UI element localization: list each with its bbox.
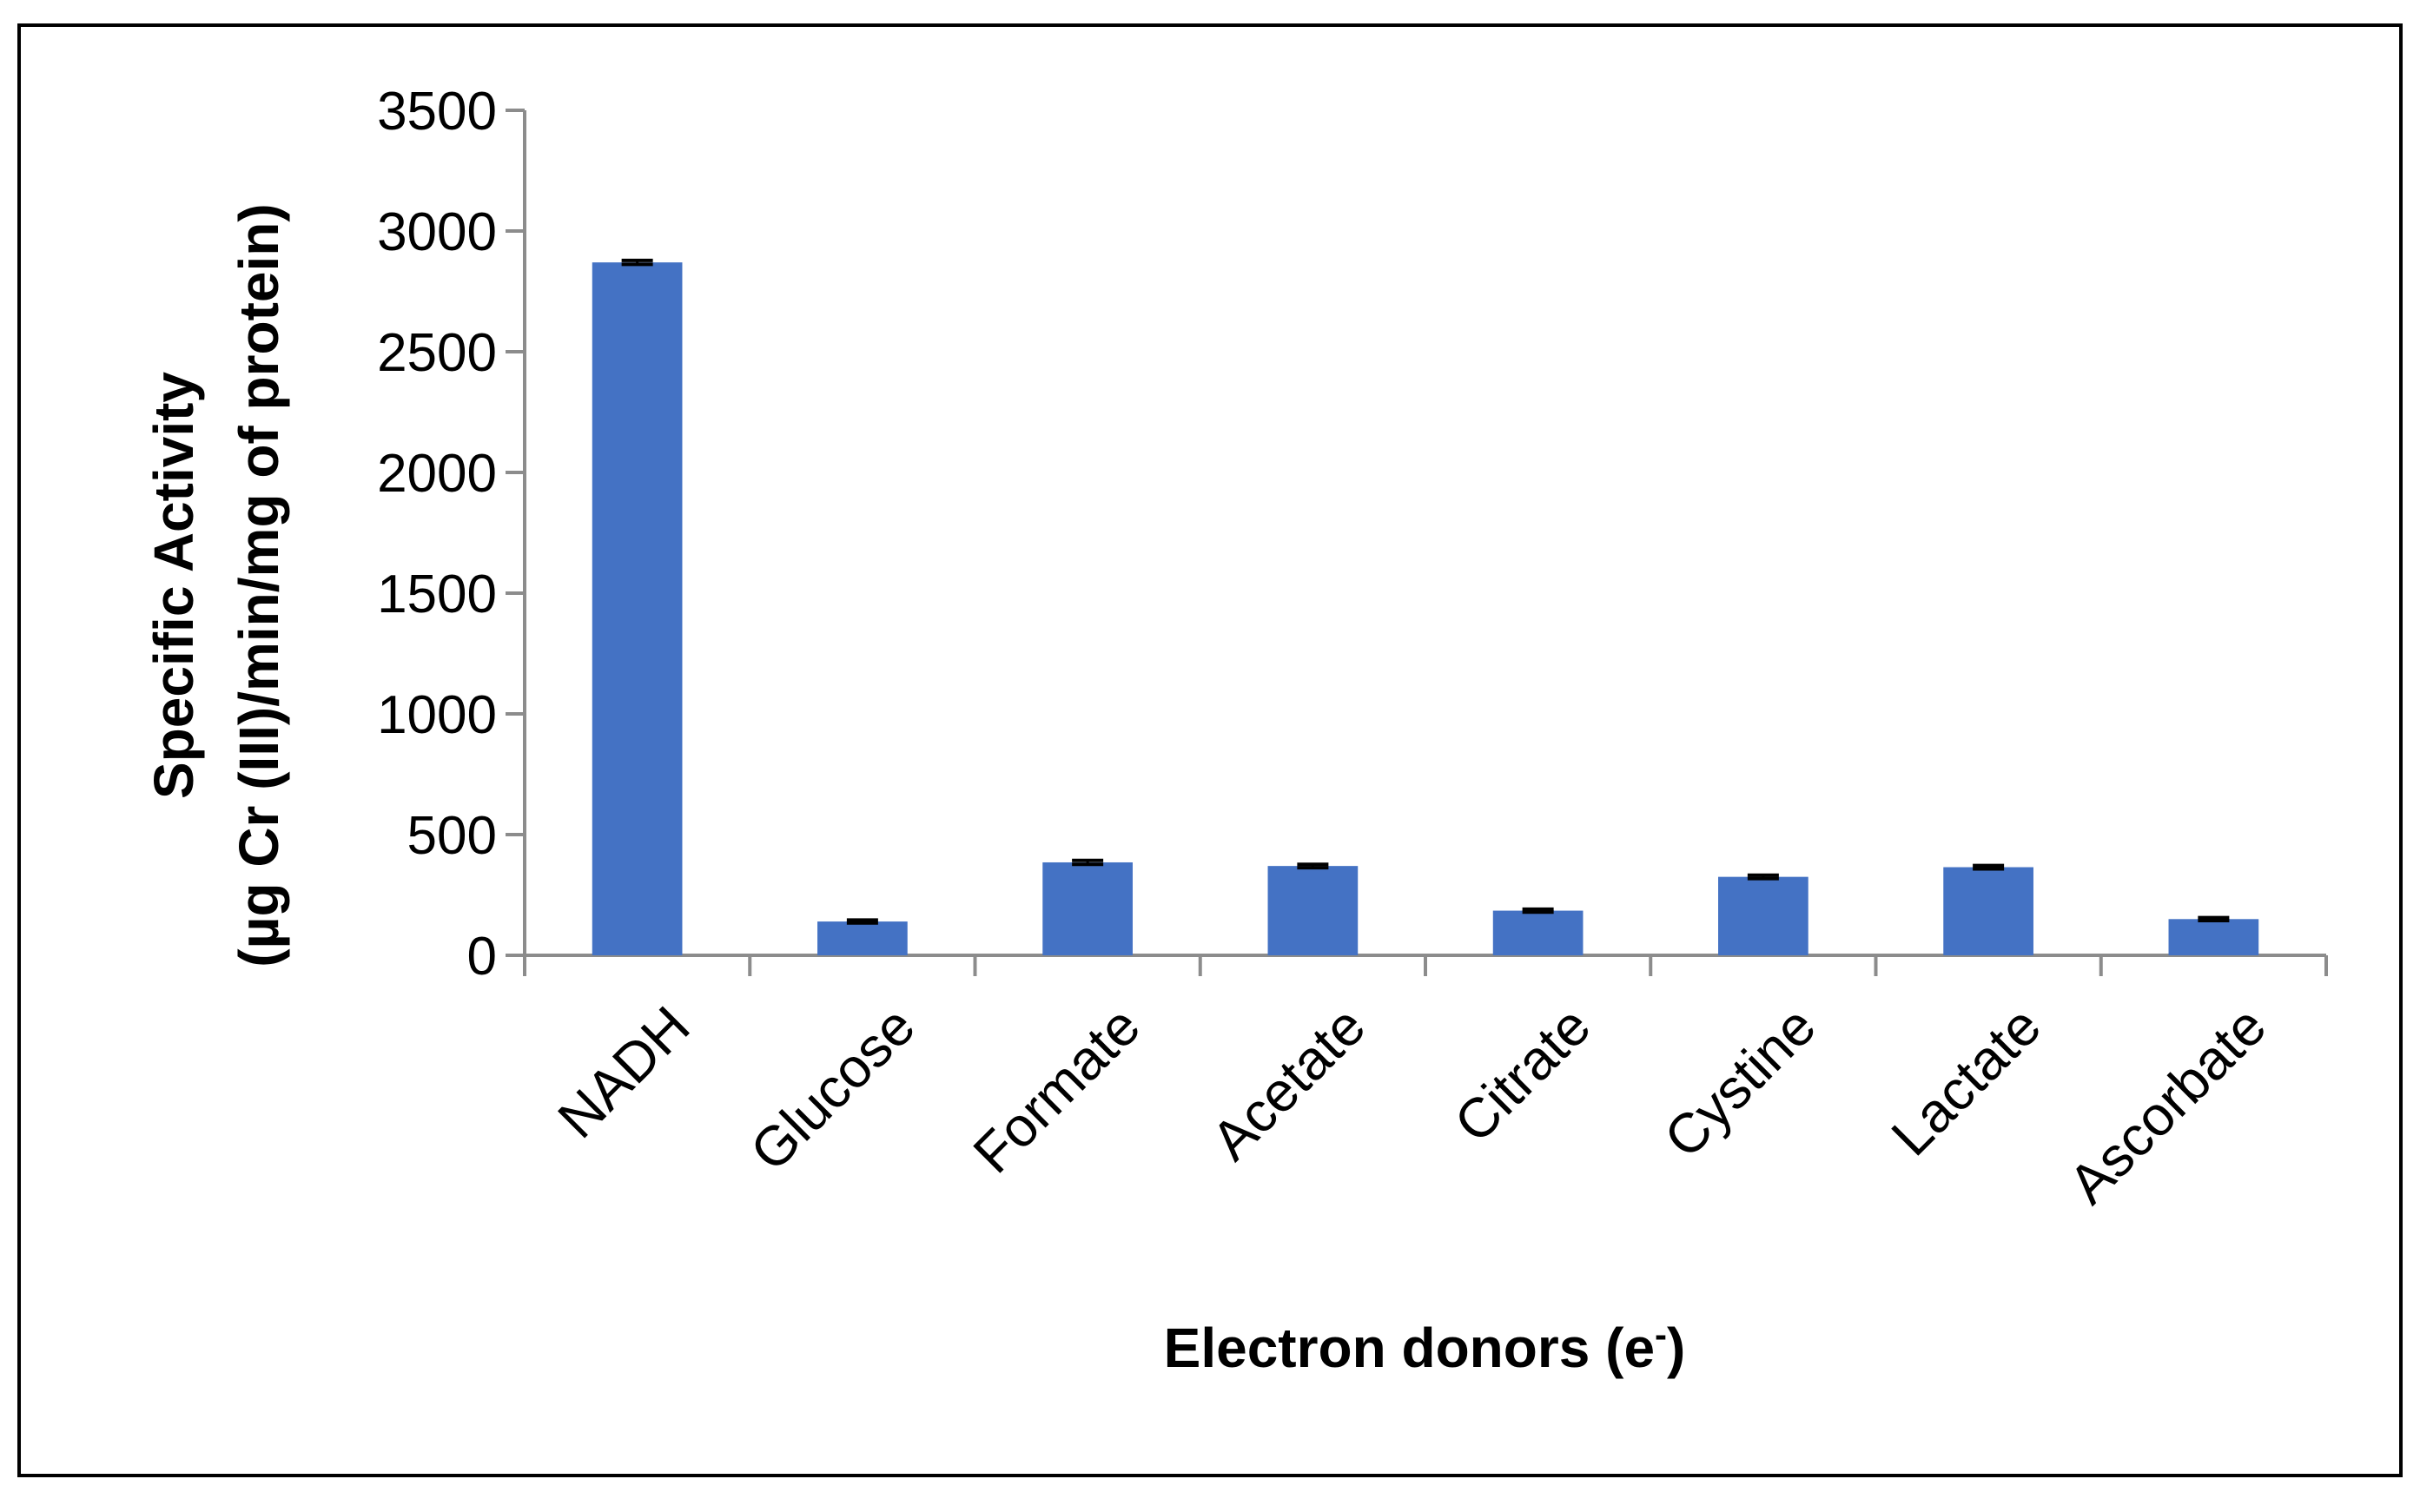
y-axis: 0 500 1000 1500 2000 2500 3000 3500 [377, 82, 526, 987]
x-tick-label-glucose: Glucose [738, 994, 927, 1183]
x-tick-label-nadh: NADH [545, 994, 701, 1150]
x-tick-label-lactate: Lactate [1880, 994, 2053, 1167]
y-tick-label: 0 [467, 927, 497, 987]
chart-frame [17, 23, 2403, 1477]
bar-ascorbate [2168, 919, 2259, 955]
x-axis-title: Electron donors (e-) [1164, 1314, 1686, 1380]
x-tick-label-cystine: Cystine [1652, 994, 1828, 1170]
bar-nadh [592, 262, 683, 955]
bars [592, 262, 2259, 955]
bar-acetate [1267, 866, 1359, 955]
x-tick-label-citrate: Citrate [1442, 994, 1602, 1154]
x-axis-title-superscript: - [1655, 1314, 1667, 1355]
x-tick-label-formate: Formate [962, 994, 1152, 1185]
y-tick-label: 500 [407, 806, 497, 866]
y-tick-label: 3500 [377, 82, 497, 142]
bar-citrate [1492, 910, 1584, 955]
y-axis-title-line1: Specific Activity [142, 372, 205, 799]
bar-lactate [1943, 867, 2033, 955]
x-axis-title-end: ) [1667, 1317, 1685, 1379]
y-tick-label: 2500 [377, 323, 497, 383]
bar-cystine [1718, 876, 1808, 955]
y-axis-title-line2: (µg Cr (III)/min/mg of protein) [228, 203, 290, 967]
y-tick-label: 1000 [377, 685, 497, 745]
bar-glucose [817, 921, 908, 955]
error-bars [621, 258, 2230, 925]
x-axis-title-main: Electron donors (e [1164, 1317, 1655, 1379]
bar-formate [1042, 862, 1133, 955]
y-tick-label: 3000 [377, 202, 497, 262]
x-axis [523, 954, 2328, 976]
x-tick-label-ascorbate: Ascorbate [2057, 994, 2278, 1216]
y-tick-label: 2000 [377, 444, 497, 504]
x-tick-labels: NADH Glucose Formate Acetate Citrate Cystine L… [545, 994, 2278, 1216]
y-tick-label: 1500 [377, 565, 497, 624]
x-tick-label-acetate: Acetate [1200, 994, 1377, 1172]
